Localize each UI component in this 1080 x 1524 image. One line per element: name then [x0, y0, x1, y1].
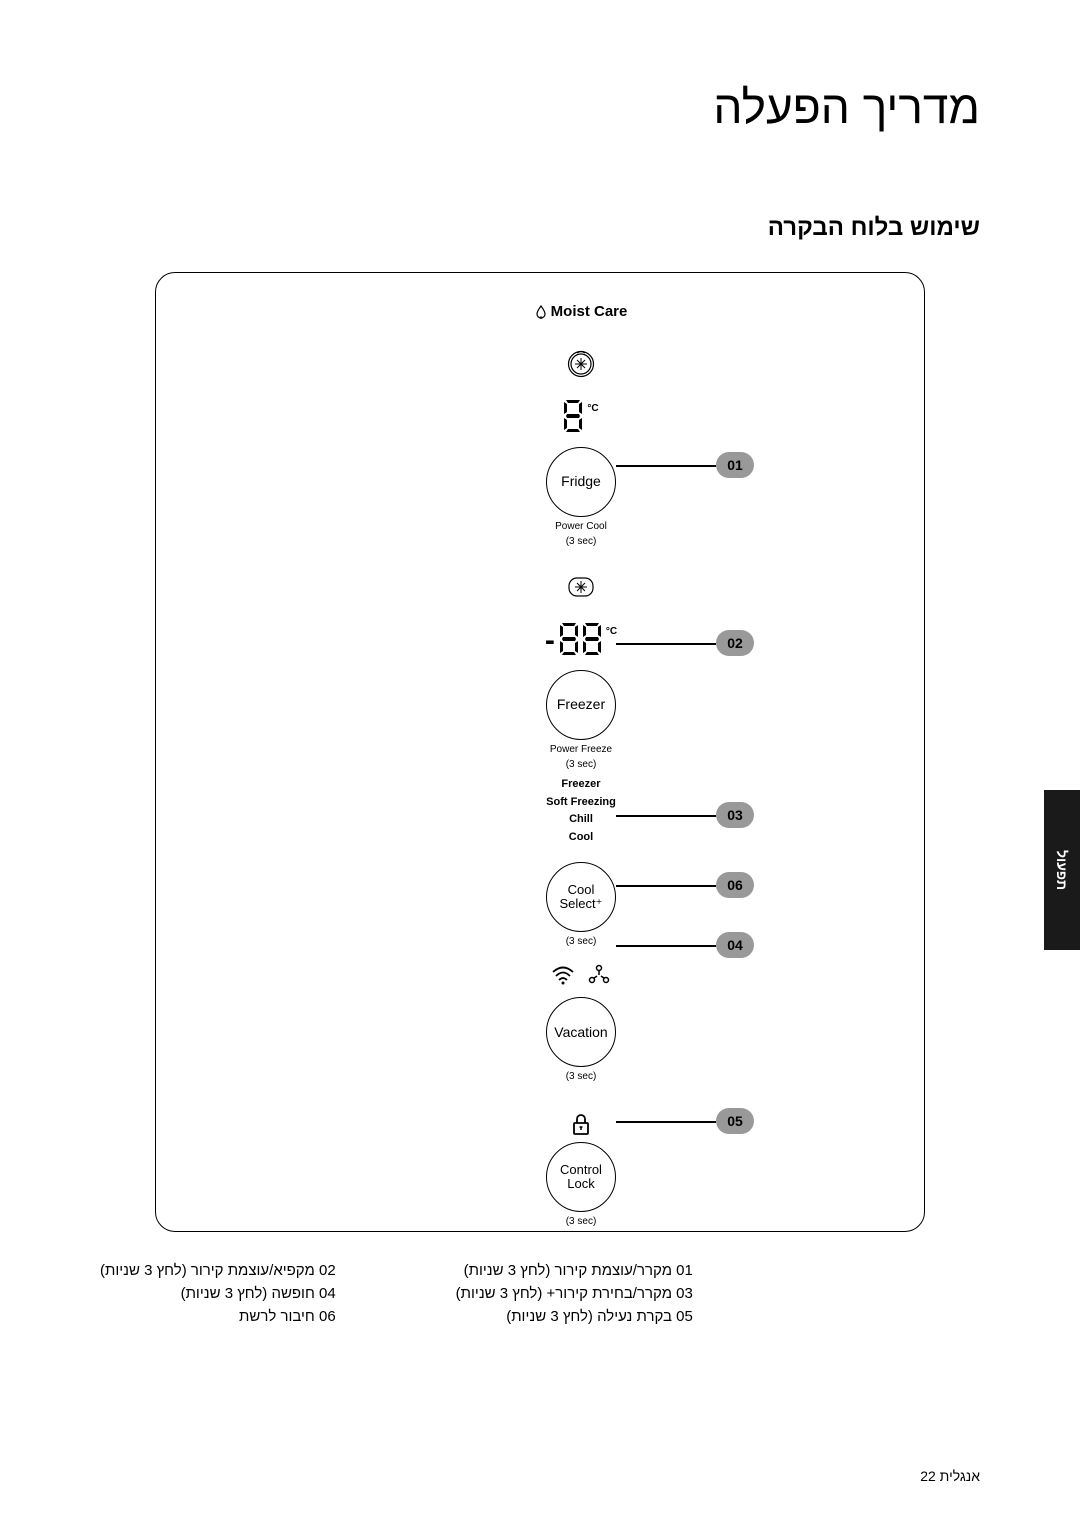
legend-right-column: 01 מקרר/עוצמת קירור (לחץ 3 שניות) 03 מקר… [456, 1262, 693, 1325]
moist-care-text: Moist Care [551, 303, 628, 320]
fridge-indicator-icon [567, 350, 595, 378]
section-subtitle: שימוש בלוח הבקרה [100, 214, 980, 242]
digit-icon [582, 622, 602, 656]
moist-care-label: Moist Care [496, 303, 666, 320]
cool-select-label-2: Select⁺ [560, 897, 603, 911]
celsius-unit: °C [606, 626, 617, 637]
smartthings-icon [587, 963, 611, 987]
legend-item-06: 06 חיבור לרשת [100, 1308, 336, 1325]
vacation-sub: (3 sec) [496, 1071, 666, 1082]
control-lock-button[interactable]: Control Lock [546, 1142, 616, 1212]
leader-line [616, 1121, 716, 1123]
digit-icon [563, 399, 583, 433]
callout-06: 06 [716, 872, 754, 898]
leader-line [616, 465, 716, 467]
control-lock-label-2: Lock [567, 1177, 594, 1191]
control-lock-label-1: Control [560, 1163, 602, 1177]
legend-item-04: 04 חופשה (לחץ 3 שניות) [100, 1285, 336, 1302]
side-tab: תפעול [1044, 790, 1080, 950]
mode-chill: Chill [496, 811, 666, 829]
freezer-button-label: Freezer [557, 697, 605, 712]
freezer-sub-label-2: (3 sec) [496, 759, 666, 770]
control-panel-diagram: Moist Care °C Fridge Power Cool (3 sec) [155, 272, 925, 1232]
legend-item-01: 01 מקרר/עוצמת קירור (לחץ 3 שניות) [456, 1262, 693, 1279]
cool-select-button[interactable]: Cool Select⁺ [546, 862, 616, 932]
freezer-indicator-icon [567, 573, 595, 601]
minus-sign: - [545, 624, 555, 658]
fridge-button-label: Fridge [561, 474, 601, 489]
leader-line [616, 945, 716, 947]
leader-line [616, 643, 716, 645]
page-footer: אנגלית 22 [920, 1468, 980, 1484]
freezer-sub-label-1: Power Freeze [496, 744, 666, 755]
mode-list: Freezer Soft Freezing Chill Cool [496, 776, 666, 846]
callout-02: 02 [716, 630, 754, 656]
vacation-button-label: Vacation [554, 1025, 607, 1040]
legend-item-02: 02 מקפיא/עוצמת קירור (לחץ 3 שניות) [100, 1262, 336, 1279]
fridge-sub-label-2: (3 sec) [496, 536, 666, 547]
digit-icon [559, 622, 579, 656]
celsius-unit: °C [587, 403, 598, 414]
mode-cool: Cool [496, 829, 666, 847]
callout-01: 01 [716, 452, 754, 478]
callout-04: 04 [716, 932, 754, 958]
fridge-sub-label-1: Power Cool [496, 521, 666, 532]
control-lock-sub: (3 sec) [496, 1216, 666, 1227]
wifi-icon [551, 963, 575, 987]
connection-icon-row [496, 963, 666, 987]
vacation-button[interactable]: Vacation [546, 997, 616, 1067]
moist-care-icon [535, 305, 547, 319]
lock-icon [569, 1112, 593, 1136]
page-title: מדריך הפעלה [100, 80, 980, 134]
callout-05: 05 [716, 1108, 754, 1134]
fridge-button[interactable]: Fridge [546, 447, 616, 517]
legend: 01 מקרר/עוצמת קירור (לחץ 3 שניות) 03 מקר… [100, 1262, 980, 1325]
cool-select-label-1: Cool [568, 883, 595, 897]
legend-item-03: 03 מקרר/בחירת קירור+ (לחץ 3 שניות) [456, 1285, 693, 1302]
leader-line [616, 885, 716, 887]
freezer-temp-display: - °C [496, 622, 666, 656]
mode-freezer: Freezer [496, 776, 666, 794]
legend-item-05: 05 בקרת נעילה (לחץ 3 שניות) [456, 1308, 693, 1325]
fridge-temp-display: °C [496, 399, 666, 433]
leader-line [616, 815, 716, 817]
callout-03: 03 [716, 802, 754, 828]
freezer-button[interactable]: Freezer [546, 670, 616, 740]
mode-soft-freezing: Soft Freezing [496, 794, 666, 812]
legend-left-column: 02 מקפיא/עוצמת קירור (לחץ 3 שניות) 04 חו… [100, 1262, 336, 1325]
